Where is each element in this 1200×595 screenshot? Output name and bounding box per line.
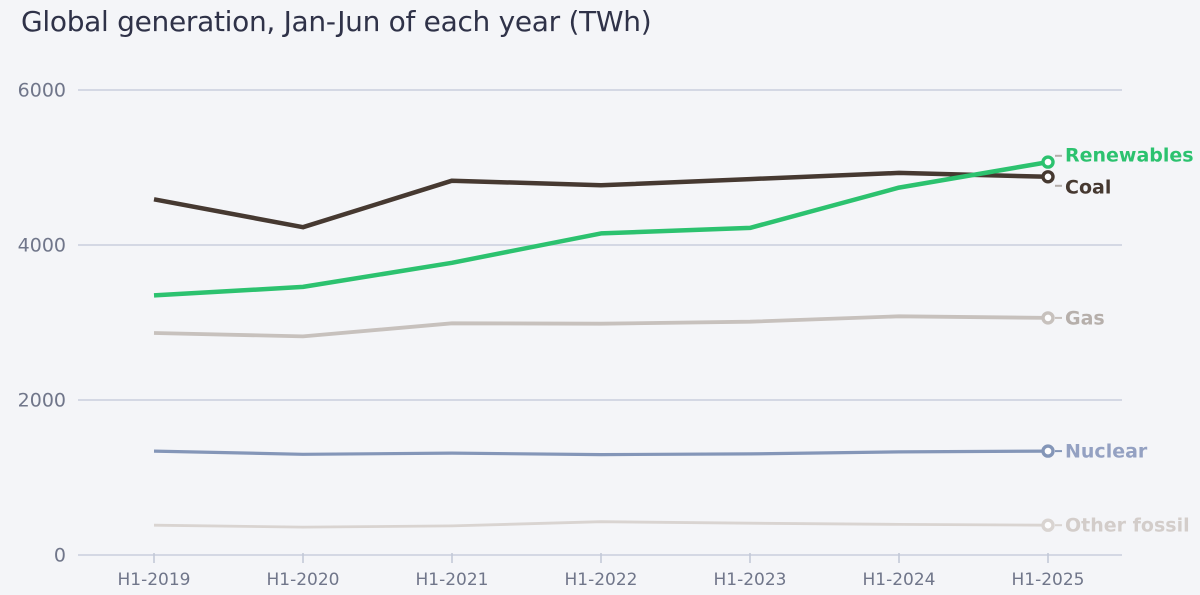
series-line-coal: [153, 170, 1049, 230]
series-endpoint-other-fossil: [1041, 518, 1055, 532]
series-endpoint-coal: [1041, 170, 1055, 184]
y-axis-tick-label: 6000: [18, 80, 66, 102]
y-axis-tick-label: 4000: [18, 235, 66, 257]
series-label-coal: Coal: [1065, 176, 1111, 198]
x-axis-tick-label: H1-2022: [565, 570, 638, 590]
series-endpoint-gas: [1041, 311, 1055, 325]
x-axis-tick-label: H1-2025: [1012, 570, 1085, 590]
series-endpoint-renewables: [1041, 155, 1055, 169]
series-endpoint-nuclear: [1041, 444, 1055, 458]
series-line-gas: [153, 314, 1049, 339]
series-label-renewables: Renewables: [1065, 145, 1194, 167]
series-line-nuclear: [153, 449, 1049, 457]
series-label-gas: Gas: [1065, 307, 1105, 329]
x-axis-tick-label: H1-2020: [267, 570, 340, 590]
x-axis-tick-label: H1-2023: [714, 570, 787, 590]
x-axis-tick-label: H1-2021: [416, 570, 489, 590]
y-axis-tick-label: 2000: [18, 390, 66, 412]
x-axis-tick-label: H1-2024: [863, 570, 936, 590]
x-axis-tick-label: H1-2019: [118, 570, 191, 590]
chart-title: Global generation, Jan-Jun of each year …: [21, 5, 652, 38]
series-label-other-fossil: Other fossil: [1065, 515, 1190, 537]
series-line-other-fossil: [153, 520, 1049, 529]
series-label-nuclear: Nuclear: [1065, 441, 1148, 463]
y-axis-tick-label: 0: [54, 545, 66, 567]
series-line-renewables: [153, 159, 1049, 298]
